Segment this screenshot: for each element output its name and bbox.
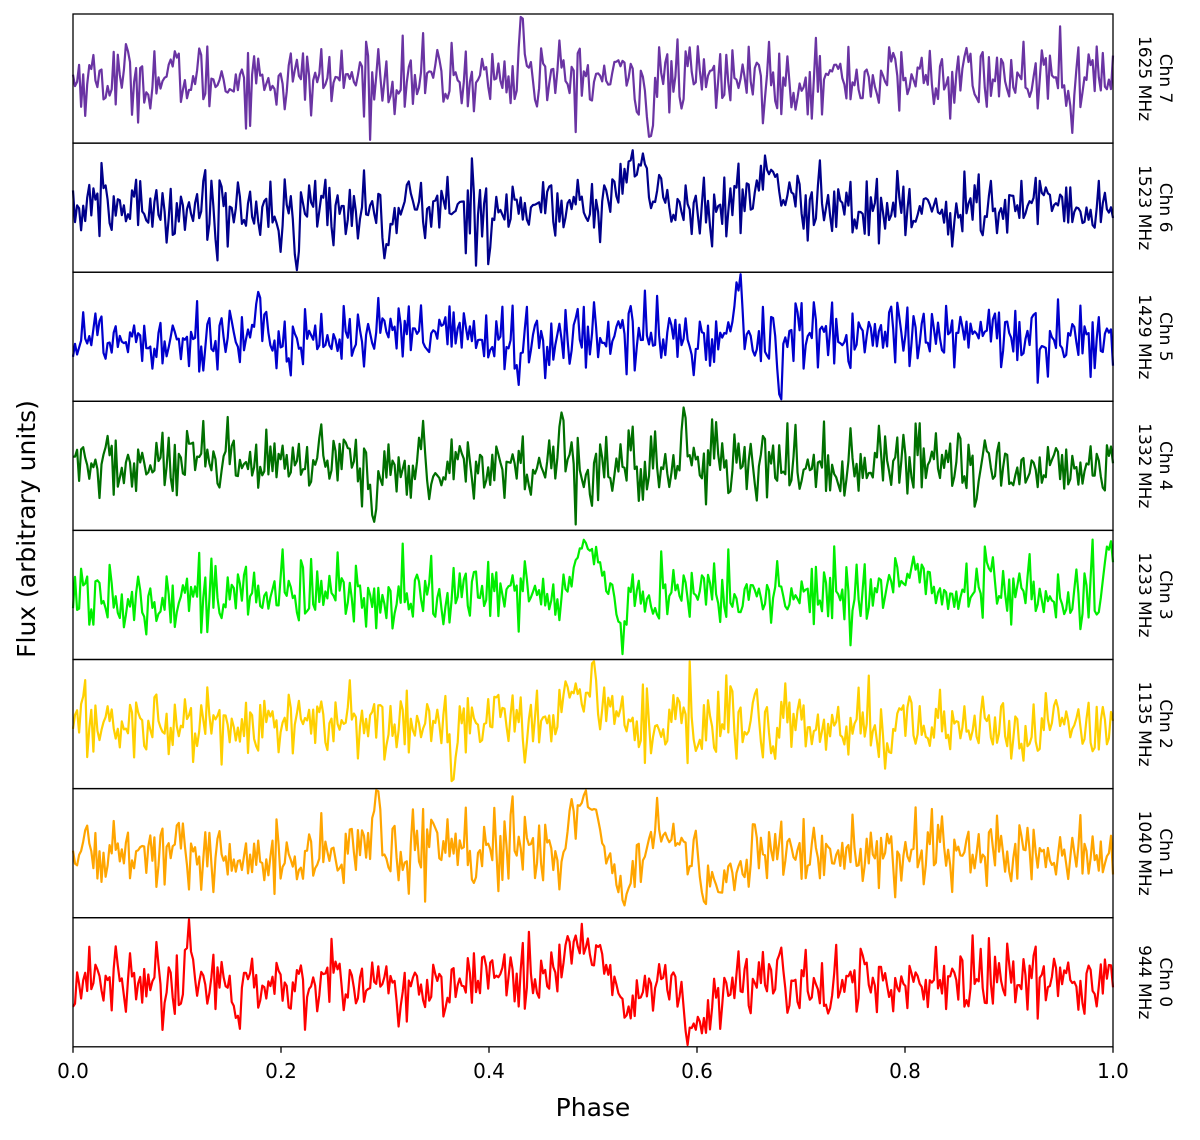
x-axis: 0.0 0.2 0.4 0.6 0.8 1.0: [57, 1046, 1129, 1083]
channel-name-label: Chn 5: [1155, 312, 1175, 362]
y-axis-label: Flux (arbitrary units): [12, 400, 41, 658]
series-line-chn-6: [71, 149, 1115, 272]
channel-frequency-label: 1135 MHz: [1134, 681, 1154, 766]
x-tick-label: 1.0: [1097, 1059, 1129, 1083]
channel-frequency-label: 1429 MHz: [1134, 294, 1154, 379]
channel-name-label: Chn 7: [1155, 54, 1175, 104]
x-tick-label: 0.6: [681, 1059, 713, 1083]
x-tick-label: 0.8: [889, 1059, 921, 1083]
panel-frame: [72, 658, 1114, 790]
channel-name-label: Chn 3: [1155, 570, 1175, 620]
channel-frequency-label: 1233 MHz: [1134, 552, 1154, 637]
channel-frequency-label: 1523 MHz: [1134, 165, 1154, 250]
series-line-chn-3: [71, 538, 1115, 656]
x-tick-label: 0.0: [57, 1059, 89, 1083]
series-line-chn-7: [71, 15, 1115, 141]
x-tick-label: 0.4: [473, 1059, 505, 1083]
channel-name-label: Chn 2: [1155, 699, 1175, 749]
x-axis-label: Phase: [556, 1093, 631, 1122]
channel-name-label: Chn 6: [1155, 183, 1175, 233]
series-line-chn-5: [71, 273, 1115, 401]
panel-frame: [72, 917, 1114, 1048]
series-line-chn-0: [72, 918, 1115, 1047]
channel-name-label: Chn 4: [1155, 441, 1175, 491]
series-line-chn-4: [72, 406, 1115, 526]
channel-name-label: Chn 0: [1155, 957, 1175, 1007]
x-tick-label: 0.2: [265, 1059, 297, 1083]
channel-frequency-label: 1625 MHz: [1134, 36, 1154, 121]
channel-frequency-label: 1332 MHz: [1134, 423, 1154, 508]
series-line-chn-1: [71, 789, 1115, 907]
channel-frequency-label: 1040 MHz: [1134, 811, 1154, 896]
channel-name-label: Chn 1: [1155, 828, 1175, 878]
series-line-chn-2: [71, 660, 1115, 783]
channel-frequency-label: 944 MHz: [1134, 945, 1154, 1019]
